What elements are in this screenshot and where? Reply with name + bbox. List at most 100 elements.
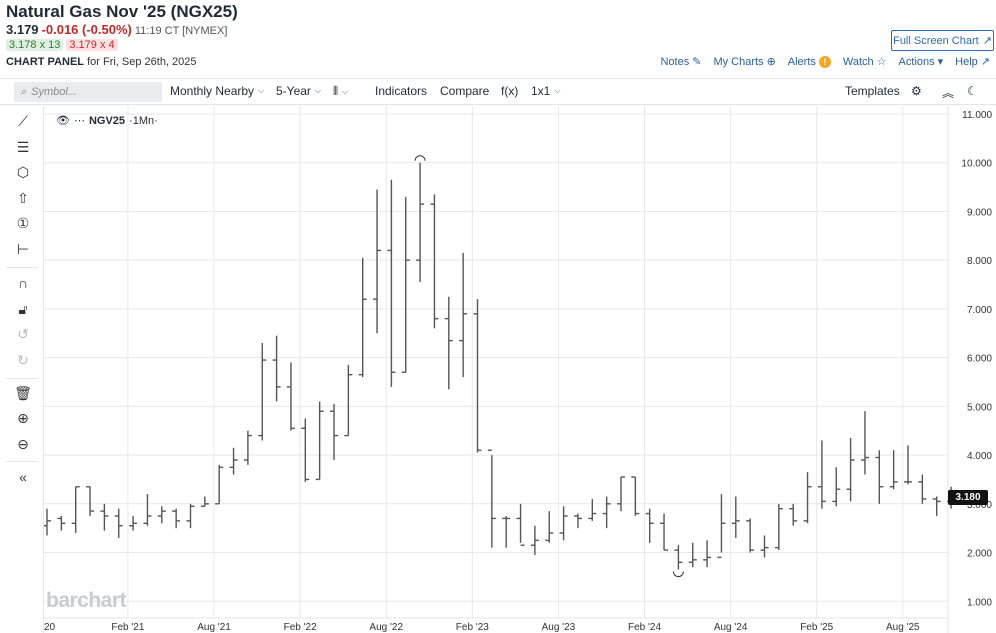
ohlc-bar	[789, 503, 798, 526]
ohlc-bar	[330, 403, 338, 460]
ohlc-bar-icon: ⫴	[333, 84, 339, 98]
ohlc-bar	[660, 513, 669, 551]
full-screen-chart-button[interactable]: Full Screen Chart ↗	[891, 30, 994, 51]
alerts-link[interactable]: Alerts!	[788, 55, 831, 68]
collapse-up-button[interactable]: ︽	[942, 84, 954, 101]
number-tool-icon[interactable]: ①	[16, 214, 30, 231]
ohlc-bar	[760, 535, 769, 558]
measure-tool-icon[interactable]: ⊢	[16, 240, 30, 257]
x-tick-label: Feb '22	[284, 622, 317, 633]
x-tick-label: Feb '25	[800, 622, 833, 633]
dark-mode-button[interactable]: ☾	[967, 84, 978, 98]
ohlc-bar	[932, 496, 941, 516]
ohlc-bar	[904, 445, 912, 485]
ohlc-bar	[416, 162, 425, 283]
edit-icon: ✎	[692, 56, 702, 68]
indicators-button[interactable]: Indicators	[375, 84, 427, 98]
redo-icon[interactable]: ↻	[17, 351, 29, 368]
low-marker	[672, 571, 684, 578]
ohlc-bar	[588, 498, 597, 521]
symbol-search-input[interactable]: ⌕ Symbol...	[14, 82, 162, 102]
x-tick-label: Aug '23	[542, 622, 576, 633]
notes-link[interactable]: Notes ✎	[660, 55, 702, 69]
ohlc-bar	[803, 472, 812, 524]
last-price-tag: 3.180	[948, 490, 988, 505]
ohlc-bar	[258, 343, 267, 441]
full-screen-label: Full Screen Chart	[893, 34, 979, 47]
price-chart[interactable]: 1.000 2.000 3.000 4.000 5.000 6.000 7.000 8.000…	[44, 106, 996, 633]
ohlc-bar	[387, 179, 396, 387]
ohlc-bar	[746, 518, 755, 553]
moon-icon: ☾	[967, 84, 978, 98]
period-dropdown[interactable]: Monthly Nearby ⌵	[170, 84, 264, 98]
layout-label: 1x1	[531, 84, 551, 98]
eye-icon[interactable]: 👁︎	[56, 115, 70, 127]
ohlc-bar	[545, 511, 554, 543]
fx-label: f(x)	[501, 84, 519, 98]
ohlc-bar	[559, 506, 568, 541]
ohlc-bar	[358, 257, 367, 378]
x-tick-label: Feb '23	[456, 622, 489, 633]
chart-canvas[interactable]: 1.000 2.000 3.000 4.000 5.000 6.000 7.000 8.000…	[44, 106, 996, 633]
collapse-icon[interactable]: «	[19, 469, 27, 485]
ohlc-bar	[315, 401, 324, 481]
bar-type-dropdown[interactable]: ⫴ ⌵	[333, 84, 348, 99]
ohlc-bar	[71, 486, 80, 534]
legend-symbol: NGV25	[88, 114, 126, 127]
high-marker	[414, 155, 426, 161]
ohlc-bar	[86, 486, 95, 516]
y-tick-label: 6.000	[967, 354, 992, 365]
legend-interval: ·1Mn·	[129, 114, 158, 127]
ohlc-bar	[846, 438, 855, 502]
magnet-icon[interactable]: ∩	[17, 275, 29, 291]
arrow-tool-icon[interactable]: ⇧	[17, 189, 29, 206]
fx-button[interactable]: f(x)	[501, 84, 518, 98]
trash-icon[interactable]: 🗑︎	[14, 384, 32, 401]
compare-button[interactable]: Compare	[440, 84, 489, 98]
zoom-out-icon[interactable]: ⊖	[17, 435, 29, 452]
ohlc-bar	[186, 503, 195, 529]
fib-tool-icon[interactable]: ☰	[16, 138, 30, 155]
ohlc-bar	[373, 189, 382, 334]
more-icon[interactable]: ⋯	[73, 115, 85, 127]
barchart-logo: barchart	[46, 589, 127, 612]
x-tick-label: Aug '21	[197, 622, 231, 633]
ohlc-bar	[645, 508, 654, 543]
layout-dropdown[interactable]: 1x1 ⌵	[531, 84, 560, 98]
alerts-label: Alerts	[787, 55, 816, 68]
templates-label: Templates	[845, 84, 900, 98]
help-link[interactable]: Help ↗	[955, 55, 990, 69]
shape-tool-icon[interactable]: ⬡	[16, 163, 30, 180]
ohlc-bar	[215, 464, 224, 505]
y-tick-label: 10.000	[961, 159, 992, 170]
ohlc-bar	[674, 545, 683, 570]
chevron-down-icon: ⌵	[342, 86, 349, 96]
range-dropdown[interactable]: 5-Year ⌵	[276, 84, 321, 98]
templates-button[interactable]: Templates	[845, 84, 900, 98]
watch-link[interactable]: Watch ☆	[843, 55, 887, 69]
ohlc-bar	[832, 467, 841, 507]
chart-panel-label: CHART PANEL for Fri, Sep 26th, 2025	[6, 56, 197, 68]
ohlc-bar	[200, 496, 209, 507]
gear-icon: ⚙	[911, 84, 922, 98]
ohlc-bar	[172, 508, 181, 529]
x-tick-label: Feb '21	[111, 622, 144, 633]
ohlc-bar	[444, 296, 453, 390]
ohlc-bar	[918, 474, 927, 504]
star-icon: ☆	[876, 56, 887, 68]
ohlc-bar	[631, 476, 640, 516]
x-tick-label: Aug '24	[714, 622, 748, 633]
zoom-in-icon[interactable]: ⊕	[17, 409, 29, 426]
lock-icon[interactable]: 🔓︎	[18, 300, 28, 317]
ohlc-bar	[344, 364, 353, 437]
x-tick-label: Aug '25	[886, 622, 920, 633]
undo-icon[interactable]: ↺	[17, 325, 29, 342]
bid-value: 3.178 x 13	[6, 39, 64, 51]
my-charts-link[interactable]: My Charts ⊕	[713, 55, 775, 69]
ohlc-bar	[229, 447, 238, 475]
toolbar-divider	[6, 378, 38, 379]
line-tool-icon[interactable]: ⟋	[18, 112, 28, 129]
x-tick-label: Aug '22	[369, 622, 403, 633]
actions-menu[interactable]: Actions ▾	[899, 55, 944, 69]
settings-button[interactable]: ⚙	[911, 84, 922, 98]
